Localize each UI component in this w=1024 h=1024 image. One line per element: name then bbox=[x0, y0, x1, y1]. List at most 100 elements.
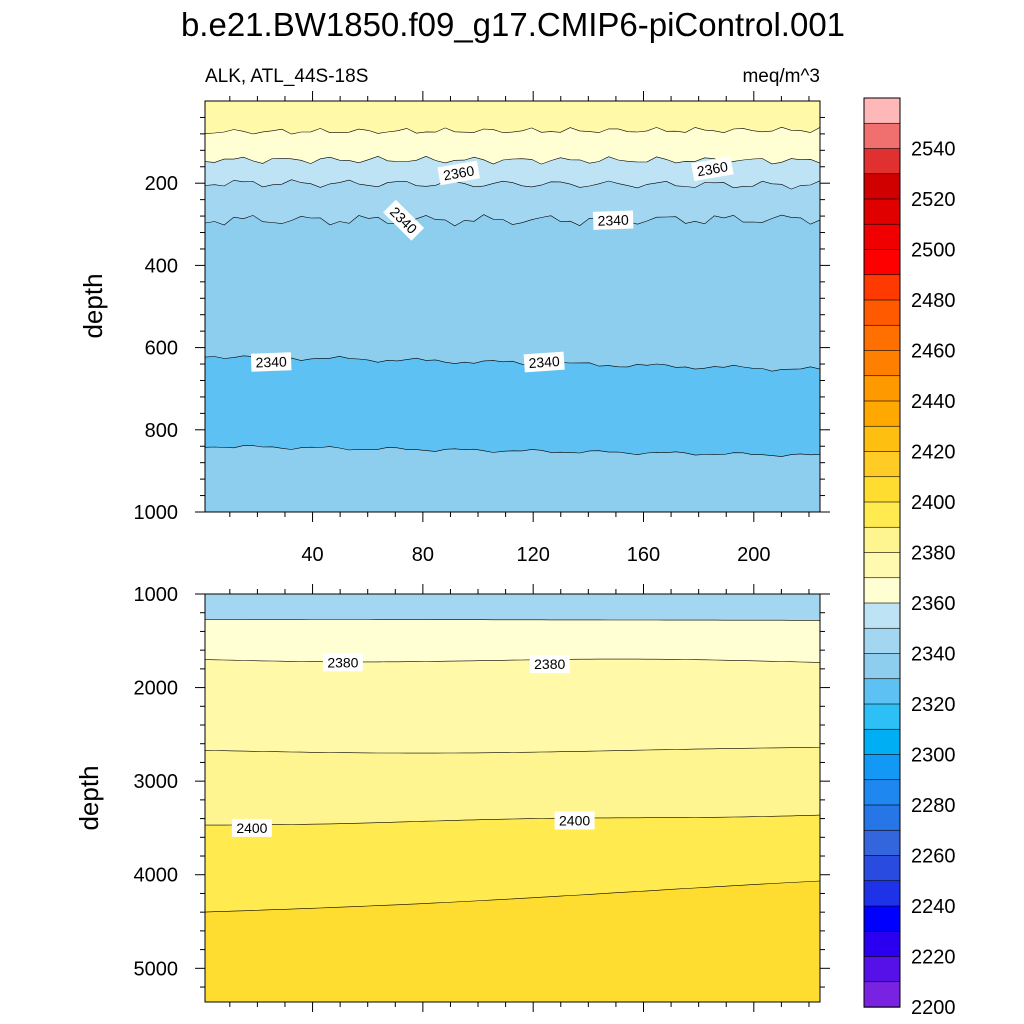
contour-label: 2360 bbox=[691, 156, 734, 182]
colorbar-swatch bbox=[863, 829, 901, 857]
colorbar-label: 2240 bbox=[911, 896, 956, 918]
colorbar-swatch bbox=[863, 930, 901, 958]
lower-depth-panel: 2380 2380 2400 2400 1000 2000 3000 4000 5000 bbox=[134, 584, 830, 1012]
colorbar-swatch bbox=[863, 653, 901, 680]
colorbar-label: 2520 bbox=[911, 189, 956, 211]
contour-label-text: 2340 bbox=[528, 353, 560, 371]
contour-label-text: 2340 bbox=[255, 353, 287, 370]
y-tick-label: 800 bbox=[145, 420, 178, 442]
contour-line bbox=[205, 747, 820, 754]
colorbar-label: 2500 bbox=[911, 240, 956, 262]
contour-band-fill bbox=[205, 445, 820, 512]
contour-label: 2340 bbox=[523, 351, 565, 373]
colorbar-label: 2440 bbox=[911, 391, 956, 413]
colorbar-swatch bbox=[863, 501, 901, 528]
colorbar-label: 2200 bbox=[911, 997, 956, 1019]
contour-label-text: 2380 bbox=[327, 654, 358, 670]
colorbar-swatch bbox=[863, 451, 901, 478]
y-tick-label: 2000 bbox=[134, 678, 179, 700]
colorbar-swatch bbox=[863, 148, 901, 175]
colorbar-label: 2540 bbox=[911, 139, 956, 161]
colorbar-label: 2220 bbox=[911, 947, 956, 969]
contour-label-text: 2400 bbox=[559, 813, 590, 829]
colorbar-swatch bbox=[863, 602, 901, 629]
colorbar-swatch bbox=[863, 198, 901, 225]
contour-label: 2400 bbox=[231, 818, 272, 837]
colorbar-label: 2340 bbox=[911, 644, 956, 666]
y-tick-label: 1000 bbox=[134, 584, 179, 606]
lower-y-axis-label: depth bbox=[74, 765, 104, 830]
colorbar-swatch bbox=[863, 375, 901, 402]
colorbar-swatch bbox=[863, 577, 901, 604]
contour-label-text: 2400 bbox=[236, 820, 267, 836]
colorbar-swatch bbox=[863, 627, 901, 655]
colorbar-label: 2460 bbox=[911, 341, 956, 363]
colorbar-swatch bbox=[863, 981, 901, 1008]
colorbar: 2540 2520 2500 2480 2460 2440 2420 2400 2380 2360… bbox=[863, 97, 956, 1019]
colorbar-swatch bbox=[863, 855, 901, 882]
contour-label-text: 2380 bbox=[534, 656, 565, 672]
colorbar-frame bbox=[863, 97, 901, 1008]
contour-label: 2400 bbox=[554, 811, 595, 830]
contour-line bbox=[205, 179, 820, 190]
colorbar-label: 2280 bbox=[911, 795, 956, 817]
contour-band-fill bbox=[205, 881, 820, 1002]
x-tick-label: 200 bbox=[737, 544, 770, 566]
contour-label: 2380 bbox=[529, 655, 570, 674]
figure-title: b.e21.BW1850.f09_g17.CMIP6-piControl.001 bbox=[181, 6, 845, 43]
subtitle-region: ALK, ATL_44S-18S bbox=[205, 66, 368, 87]
y-tick-label: 600 bbox=[145, 338, 178, 360]
colorbar-swatch bbox=[863, 678, 901, 705]
contour-label: 2380 bbox=[322, 653, 363, 672]
y-tick-label: 1000 bbox=[134, 502, 179, 524]
y-tick-label: 5000 bbox=[134, 958, 179, 980]
contour-line bbox=[205, 354, 820, 372]
plot-frame bbox=[204, 593, 821, 1003]
y-tick-label: 4000 bbox=[134, 865, 179, 887]
colorbar-label: 2480 bbox=[911, 290, 956, 312]
colorbar-swatch bbox=[863, 173, 901, 200]
colorbar-label: 2360 bbox=[911, 593, 956, 615]
y-tick-label: 400 bbox=[145, 255, 178, 277]
colorbar-swatch bbox=[863, 122, 901, 150]
colorbar-swatch bbox=[863, 956, 901, 983]
y-tick-label: 200 bbox=[145, 173, 178, 195]
contour-line bbox=[205, 445, 820, 457]
contour-label-text: 2360 bbox=[696, 158, 730, 179]
contour-line bbox=[205, 814, 820, 826]
colorbar-label: 2300 bbox=[911, 745, 956, 767]
colorbar-swatch bbox=[863, 880, 901, 907]
colorbar-label: 2320 bbox=[911, 694, 956, 716]
colorbar-swatch bbox=[863, 754, 901, 781]
colorbar-swatch bbox=[863, 350, 901, 377]
contour-line bbox=[205, 126, 820, 135]
colorbar-label: 2400 bbox=[911, 492, 956, 514]
colorbar-label: 2260 bbox=[911, 846, 956, 868]
colorbar-swatch bbox=[863, 324, 901, 352]
colorbar-swatch bbox=[863, 552, 901, 579]
colorbar-swatch bbox=[863, 804, 901, 831]
colorbar-swatch bbox=[863, 400, 901, 427]
colorbar-swatch bbox=[863, 425, 901, 453]
contour-line bbox=[205, 214, 820, 227]
colorbar-swatch bbox=[863, 779, 901, 806]
x-tick-label: 80 bbox=[412, 544, 434, 566]
y-tick-label: 3000 bbox=[134, 771, 179, 793]
contour-label: 2360 bbox=[437, 160, 480, 186]
contour-line bbox=[205, 658, 820, 663]
colorbar-swatch bbox=[863, 97, 901, 124]
contour-label-text: 2340 bbox=[597, 212, 629, 229]
contour-label: 2340 bbox=[592, 210, 634, 230]
colorbar-swatch bbox=[863, 703, 901, 730]
contour-label-text: 2360 bbox=[442, 162, 476, 183]
colorbar-swatch bbox=[863, 526, 901, 554]
plot-frame bbox=[204, 100, 821, 513]
colorbar-swatch bbox=[863, 728, 901, 756]
colorbar-swatch bbox=[863, 299, 901, 326]
colorbar-label: 2380 bbox=[911, 543, 956, 565]
contour-line bbox=[205, 619, 820, 621]
colorbar-swatch bbox=[863, 274, 901, 301]
upper-y-axis-label: depth bbox=[78, 273, 108, 338]
